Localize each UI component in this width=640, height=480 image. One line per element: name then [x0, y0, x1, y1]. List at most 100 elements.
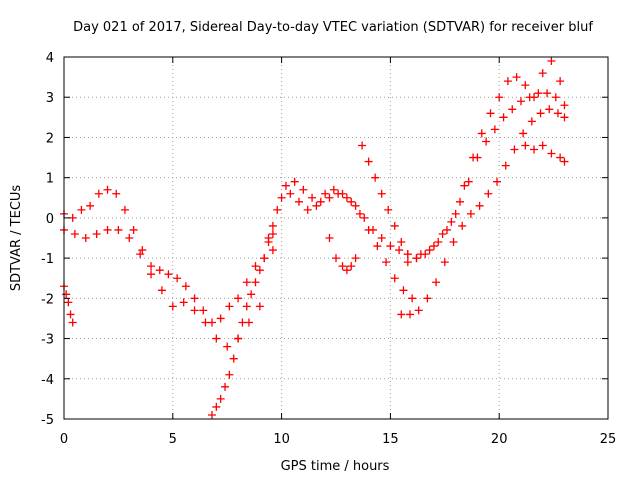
data-point	[103, 185, 112, 194]
data-point	[234, 334, 243, 343]
series-11	[416, 57, 565, 259]
data-point	[325, 193, 334, 202]
data-point	[482, 137, 491, 146]
data-point	[556, 153, 565, 162]
data-point	[173, 274, 182, 283]
data-point	[155, 266, 164, 275]
data-point	[225, 370, 234, 379]
data-point	[360, 213, 369, 222]
data-point	[342, 266, 351, 275]
data-point	[519, 129, 528, 138]
data-point	[299, 185, 308, 194]
data-point	[423, 294, 432, 303]
data-point	[440, 258, 449, 267]
data-point	[484, 189, 493, 198]
data-point	[534, 89, 543, 98]
series-4	[207, 229, 277, 419]
data-point	[449, 238, 458, 247]
data-point	[216, 314, 225, 323]
data-point	[510, 145, 519, 154]
data-point	[86, 201, 95, 210]
data-point	[447, 217, 456, 226]
data-point	[268, 221, 277, 230]
data-point	[364, 157, 373, 166]
data-point	[234, 294, 243, 303]
data-point	[225, 302, 234, 311]
data-point	[493, 177, 502, 186]
data-point	[386, 242, 395, 251]
data-point	[382, 258, 391, 267]
y-tick-label: -1	[41, 252, 54, 267]
data-point	[438, 229, 447, 238]
data-point	[201, 318, 210, 327]
data-point	[68, 213, 77, 222]
data-point	[521, 81, 530, 90]
plot-frame	[63, 56, 609, 420]
data-point	[290, 177, 299, 186]
data-point	[251, 262, 260, 271]
data-point	[64, 298, 73, 307]
y-tick-label: -5	[41, 413, 54, 428]
data-point	[190, 294, 199, 303]
data-point	[281, 181, 290, 190]
data-point	[477, 129, 486, 138]
series-6	[268, 185, 417, 303]
data-point	[273, 205, 282, 214]
data-point	[560, 101, 569, 110]
data-point	[553, 109, 562, 118]
data-point	[255, 302, 264, 311]
grid-lines	[64, 57, 608, 419]
data-point	[543, 89, 552, 98]
data-point	[397, 310, 406, 319]
data-point	[403, 250, 412, 259]
data-point	[229, 354, 238, 363]
data-point	[399, 286, 408, 295]
data-point	[508, 105, 517, 114]
data-point	[157, 286, 166, 295]
data-point	[451, 209, 460, 218]
data-point	[458, 221, 467, 230]
data-point	[547, 149, 556, 158]
data-point	[268, 246, 277, 255]
data-point	[138, 246, 147, 255]
data-point	[530, 93, 539, 102]
series-9	[397, 105, 569, 319]
data-point	[181, 282, 190, 291]
data-point	[351, 201, 360, 210]
data-point	[432, 278, 441, 287]
data-point	[521, 141, 530, 150]
y-tick-label: 3	[46, 91, 54, 106]
data-point	[338, 262, 347, 271]
data-point	[377, 189, 386, 198]
data-point	[547, 57, 556, 66]
data-point	[66, 310, 75, 319]
data-point	[384, 205, 393, 214]
data-point	[486, 109, 495, 118]
x-tick-label: 0	[60, 432, 68, 447]
data-point	[81, 234, 90, 242]
data-point	[316, 197, 325, 206]
data-point	[303, 205, 312, 214]
data-point	[312, 201, 321, 210]
data-point	[556, 77, 565, 86]
y-tick-label: 1	[46, 172, 54, 187]
series-2	[60, 225, 264, 351]
data-point	[355, 209, 364, 218]
data-point	[429, 242, 438, 251]
data-point	[475, 201, 484, 210]
x-tick-label: 15	[382, 432, 399, 447]
data-point	[466, 209, 475, 218]
data-point	[530, 145, 539, 154]
data-point	[516, 97, 525, 106]
data-point	[179, 298, 188, 307]
data-point	[460, 181, 469, 190]
x-tick-label: 25	[600, 432, 617, 447]
series-8	[358, 141, 412, 259]
series-1	[60, 185, 277, 327]
data-point	[68, 318, 77, 327]
data-point	[395, 246, 404, 255]
data-point	[62, 290, 71, 299]
data-point	[277, 193, 286, 202]
data-point	[103, 225, 112, 234]
